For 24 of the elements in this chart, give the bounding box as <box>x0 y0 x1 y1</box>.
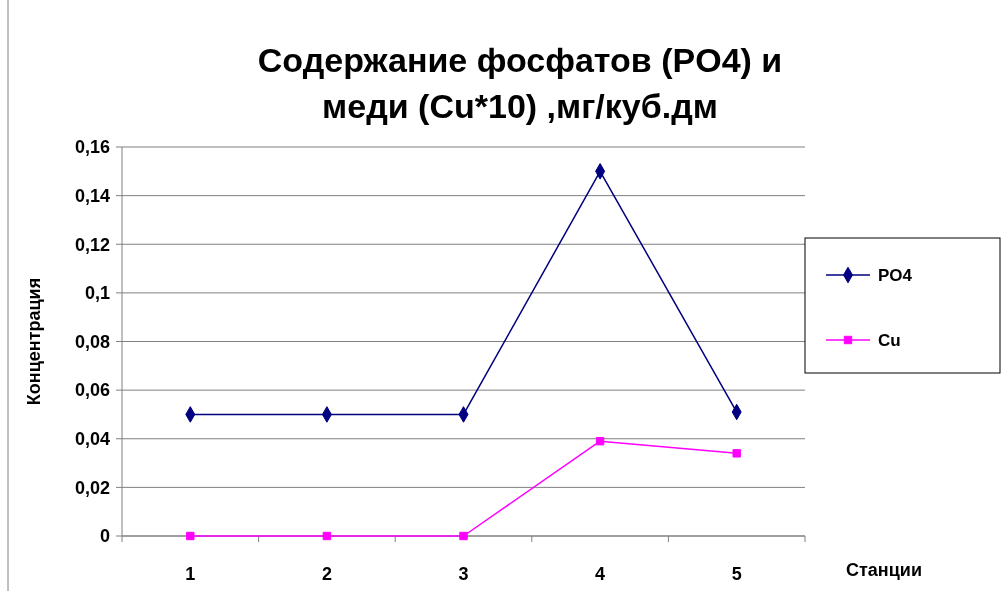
y-tick-label: 0,04 <box>74 429 110 450</box>
y-tick-label: 0,02 <box>74 477 110 498</box>
y-tick-label: 0 <box>99 526 110 547</box>
point <box>595 436 605 446</box>
x-tick-label: 5 <box>731 564 742 584</box>
x-tick-label: 1 <box>185 564 196 584</box>
y-tick-label: 0,16 <box>74 137 110 158</box>
y-tick-label: 0,1 <box>84 283 110 304</box>
y-tick-label: 0,06 <box>74 380 110 401</box>
point <box>186 531 195 541</box>
legend-label: PO4 <box>878 265 913 285</box>
y-tick-label: 0,08 <box>74 331 110 352</box>
legend-label: Cu <box>878 330 901 350</box>
point <box>459 531 468 541</box>
point <box>732 449 741 458</box>
chart-title: Содержание фосфатов (PO4) и меди (Cu*10) ,мг/куб.дм <box>257 41 783 125</box>
x-tick-label: 2 <box>321 564 332 584</box>
y-tick-label: 0,14 <box>74 185 110 206</box>
x-axis-title: Станции <box>846 560 922 580</box>
point <box>322 531 332 541</box>
y-axis-title: Концентрация <box>24 277 44 406</box>
x-tick-label: 3 <box>458 564 469 584</box>
y-tick-label: 0,12 <box>74 234 110 255</box>
x-tick-label: 4 <box>595 564 606 584</box>
